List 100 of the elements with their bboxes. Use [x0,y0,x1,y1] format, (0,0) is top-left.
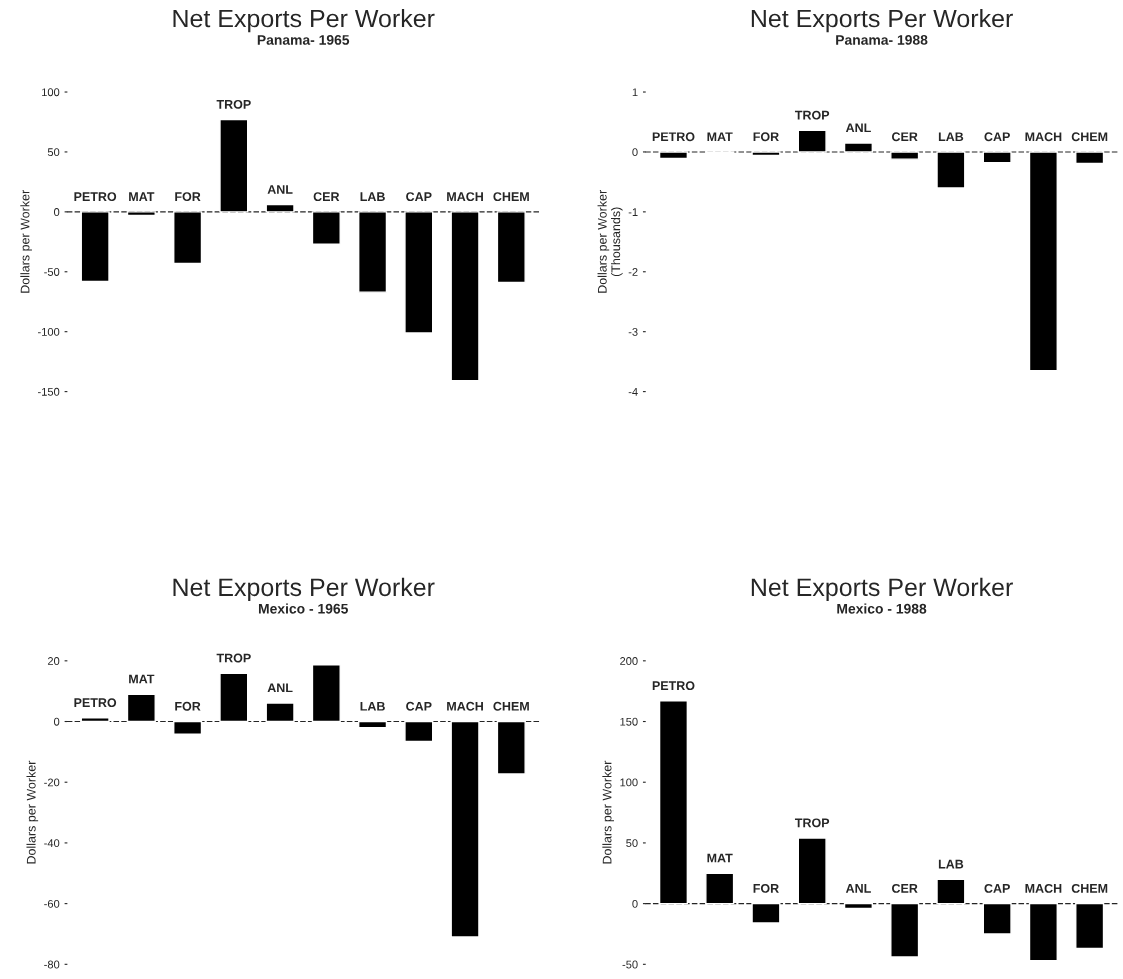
bar [843,902,874,910]
y-axis-title: Dollars per Worker (Thousands) [597,190,623,293]
y-tick-label: 0 [632,899,638,908]
y-tick-label: 0 [54,717,60,726]
x-tick-label: LAB [360,702,385,711]
y-tick-label: -40 [44,839,60,848]
x-tick-label: MAT [129,674,155,684]
x-tick-label: FOR [753,883,779,893]
bar [126,693,156,723]
bar [358,720,388,729]
bar [797,129,827,153]
bar [1028,902,1058,962]
bar [126,211,156,217]
x-tick-label: MACH [447,192,483,202]
x-tick-label: ANL [845,884,871,893]
bar [843,142,874,153]
bar [751,151,781,157]
bar [936,151,966,189]
x-tick-label: FOR [175,701,201,711]
bar [219,118,249,213]
y-tick-label: -3 [628,327,638,336]
y-tick-label: -80 [44,960,60,969]
x-tick-label: CHEM [1071,883,1108,893]
y-axis-title: Dollars per Worker [602,760,614,864]
bar [450,720,480,938]
x-tick-label: CAP [406,701,432,711]
chart-title: Net Exports Per Worker [173,577,435,602]
y-tick-label: -50 [622,960,638,969]
y-axis-title: Dollars per Worker [20,190,32,293]
x-tick-label: CHEM [493,701,529,711]
x-tick-label: CER [313,192,340,202]
bar [265,203,295,213]
bar [496,720,526,775]
x-tick-label: MAT [707,853,733,863]
x-tick-label: TROP [794,818,830,828]
x-tick-label: PETRO [74,698,117,708]
bar [450,211,480,382]
x-tick-label: PETRO [652,681,695,691]
y-axis-title: Dollars per Worker [26,760,39,864]
x-tick-label: CER [891,883,918,893]
y-tick-label: 50 [626,839,638,848]
bar [797,837,827,905]
y-tick-label: -2 [628,268,638,276]
x-tick-label: MAT [129,192,155,201]
bar [219,672,249,723]
x-tick-label: PETRO [652,132,695,142]
x-tick-label: MACH [447,701,483,711]
bar [936,878,966,905]
y-tick-label: 50 [47,148,60,157]
chart-subtitle: Panama- 1988 [836,35,928,45]
x-tick-label: LAB [938,859,964,869]
chart-title: Net Exports Per Worker [751,9,1013,33]
chart-subtitle: Panama- 1965 [257,35,350,45]
y-tick-label: 20 [47,657,60,665]
bar [358,211,388,293]
bar [1028,151,1058,372]
bar [173,720,203,735]
x-tick-label: FOR [753,132,779,142]
bar [404,720,434,743]
bar [173,211,203,265]
bar [404,211,434,334]
x-tick-label: ANL [267,185,293,194]
bar [982,151,1012,164]
x-tick-label: CAP [984,132,1010,142]
bar [982,902,1012,935]
chart-title: Net Exports Per Worker [173,9,435,33]
y-tick-label: -20 [44,778,60,787]
y-tick-label: -100 [38,327,60,336]
y-tick-label: 0 [632,148,638,157]
x-tick-label: ANL [267,683,293,693]
bar [311,211,341,245]
bar [80,717,110,723]
bar [705,872,735,905]
x-tick-label: CHEM [493,192,529,202]
y-tick-label: 1 [632,88,638,97]
x-tick-label: CAP [406,192,432,202]
x-tick-label: MACH [1025,883,1062,893]
bar [265,702,295,723]
x-tick-label: LAB [938,132,964,142]
x-tick-label: PETRO [74,192,117,202]
x-tick-label: ANL [845,123,871,133]
bar [658,700,689,905]
chart-subtitle: Mexico - 1965 [258,603,348,614]
bar [658,151,689,160]
y-tick-label: 200 [620,657,638,665]
y-tick-label: 100 [42,88,60,97]
y-tick-label: -1 [628,208,638,216]
x-tick-label: CHEM [1071,132,1108,142]
x-tick-label: MAT [707,132,733,142]
bar [311,664,341,723]
x-tick-label: TROP [216,99,251,109]
y-tick-label: -4 [628,387,638,396]
x-tick-label: MACH [1025,132,1062,142]
y-tick-label: -50 [44,268,60,276]
bar [80,211,110,283]
y-tick-label: 0 [54,208,60,216]
x-tick-label: TROP [216,653,251,663]
y-tick-label: -60 [44,899,60,908]
bar [1075,151,1105,165]
bar [496,211,526,284]
